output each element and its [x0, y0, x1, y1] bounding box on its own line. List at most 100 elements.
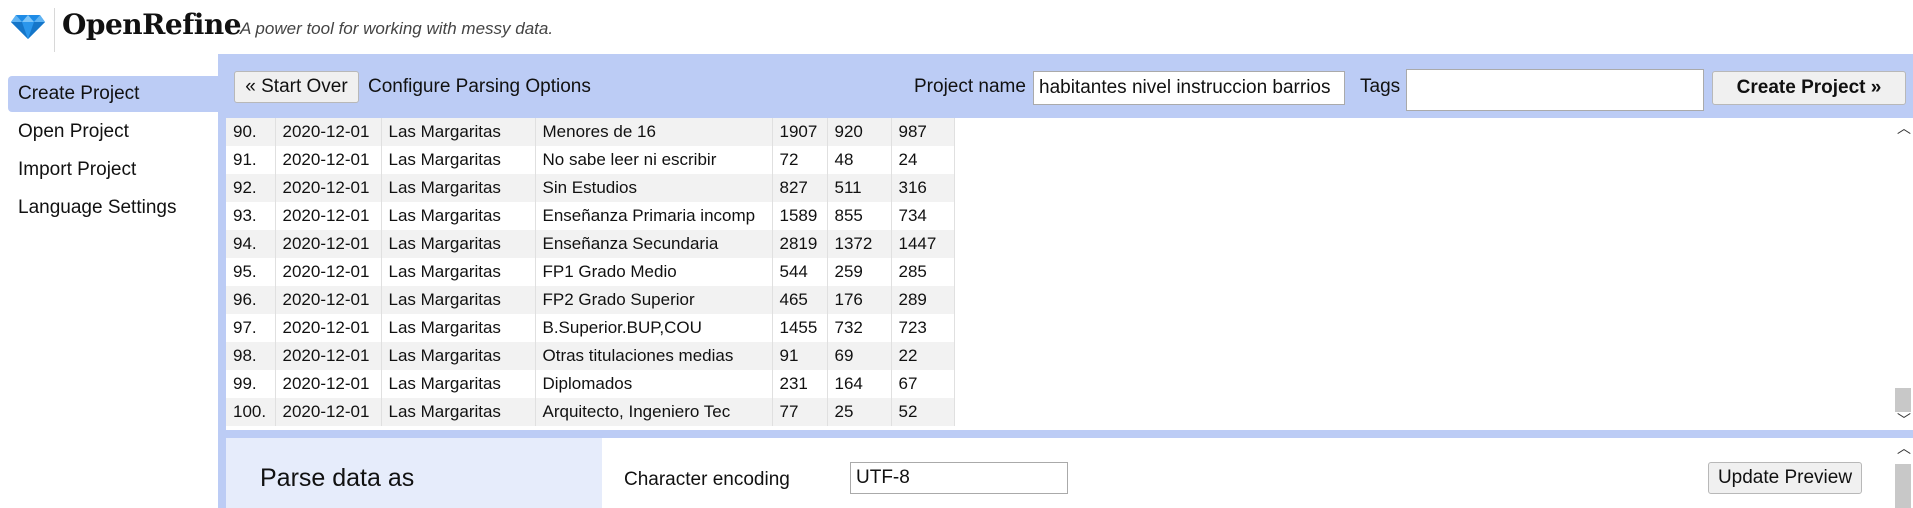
app-tagline: A power tool for working with messy data… — [240, 19, 554, 38]
cell-mujeres: 987 — [891, 118, 955, 146]
cell-barrio: Las Margaritas — [381, 286, 536, 314]
cell-total: 465 — [772, 286, 828, 314]
app-logo[interactable]: OpenRefine — [62, 8, 242, 41]
cell-nivel: Diplomados — [535, 370, 773, 398]
cell-total: 231 — [772, 370, 828, 398]
nav-import-project[interactable]: Import Project — [18, 159, 137, 180]
cell-total: 544 — [772, 258, 828, 286]
cell-date: 2020-12-01 — [275, 118, 382, 146]
cell-hombres: 732 — [827, 314, 892, 342]
options-scrollbar[interactable]: ︿ — [1893, 438, 1913, 508]
cell-barrio: Las Margaritas — [381, 118, 536, 146]
table-row: 92. 2020-12-01 Las Margaritas Sin Estudios 8… — [226, 174, 955, 202]
cell-date: 2020-12-01 — [275, 286, 382, 314]
cell-hombres: 48 — [827, 146, 892, 174]
table-row: 95. 2020-12-01 Las Margaritas FP1 Grado Med… — [226, 258, 955, 286]
cell-barrio: Las Margaritas — [381, 146, 536, 174]
tags-input[interactable] — [1406, 69, 1704, 111]
cell-nivel: Sin Estudios — [535, 174, 773, 202]
cell-total: 2819 — [772, 230, 828, 258]
row-index: 100. — [226, 398, 276, 426]
app-header: OpenRefine A power tool for working with… — [0, 0, 1913, 54]
character-encoding-input[interactable]: UTF-8 — [850, 462, 1068, 494]
cell-barrio: Las Margaritas — [381, 230, 536, 258]
project-name-input[interactable]: habitantes nivel instruccion barrios — [1033, 71, 1345, 105]
cell-date: 2020-12-01 — [275, 258, 382, 286]
row-index: 92. — [226, 174, 276, 202]
cell-nivel: No sabe leer ni escribir — [535, 146, 773, 174]
cell-date: 2020-12-01 — [275, 314, 382, 342]
scroll-down-icon[interactable]: ﹀ — [1897, 412, 1911, 428]
cell-nivel: B.Superior.BUP,COU — [535, 314, 773, 342]
parse-options-panel: Parse data as Character encoding UTF-8 U… — [226, 438, 1913, 508]
cell-mujeres: 734 — [891, 202, 955, 230]
left-nav: Create Project Open Project Import Proje… — [0, 54, 218, 508]
character-encoding-label: Character encoding — [624, 469, 790, 490]
create-project-panel: « Start Over Configure Parsing Options P… — [218, 54, 1913, 508]
scroll-up-icon[interactable]: ︿ — [1897, 440, 1911, 456]
cell-barrio: Las Margaritas — [381, 314, 536, 342]
table-row: 100. 2020-12-01 Las Margaritas Arquitecto, … — [226, 398, 955, 426]
row-index: 90. — [226, 118, 276, 146]
nav-language-settings[interactable]: Language Settings — [18, 197, 177, 218]
cell-mujeres: 1447 — [891, 230, 955, 258]
cell-date: 2020-12-01 — [275, 342, 382, 370]
preview-table: 90. 2020-12-01 Las Margaritas Menores de 16… — [226, 118, 955, 426]
cell-mujeres: 22 — [891, 342, 955, 370]
scroll-thumb[interactable] — [1895, 388, 1911, 412]
cell-barrio: Las Margaritas — [381, 202, 536, 230]
logo-divider — [54, 8, 55, 52]
table-row: 90. 2020-12-01 Las Margaritas Menores de 16… — [226, 118, 955, 146]
table-row: 96. 2020-12-01 Las Margaritas FP2 Grado Sup… — [226, 286, 955, 314]
cell-hombres: 920 — [827, 118, 892, 146]
cell-total: 1455 — [772, 314, 828, 342]
cell-nivel: FP2 Grado Superior — [535, 286, 773, 314]
row-index: 95. — [226, 258, 276, 286]
cell-nivel: Enseñanza Secundaria — [535, 230, 773, 258]
cell-nivel: Arquitecto, Ingeniero Tec — [535, 398, 773, 426]
cell-mujeres: 67 — [891, 370, 955, 398]
cell-total: 1589 — [772, 202, 828, 230]
table-row: 97. 2020-12-01 Las Margaritas B.Superior.BU… — [226, 314, 955, 342]
nav-create-project[interactable]: Create Project — [8, 76, 218, 112]
cell-total: 77 — [772, 398, 828, 426]
table-scrollbar[interactable]: ︿ ﹀ — [1893, 118, 1913, 430]
cell-hombres: 164 — [827, 370, 892, 398]
cell-date: 2020-12-01 — [275, 202, 382, 230]
cell-mujeres: 289 — [891, 286, 955, 314]
start-over-button[interactable]: « Start Over — [234, 71, 359, 103]
cell-date: 2020-12-01 — [275, 370, 382, 398]
cell-nivel: Menores de 16 — [535, 118, 773, 146]
scroll-up-icon[interactable]: ︿ — [1897, 120, 1911, 136]
cell-date: 2020-12-01 — [275, 174, 382, 202]
cell-nivel: FP1 Grado Medio — [535, 258, 773, 286]
table-row: 94. 2020-12-01 Las Margaritas Enseñanza Sec… — [226, 230, 955, 258]
diamond-icon — [11, 15, 45, 39]
cell-hombres: 259 — [827, 258, 892, 286]
cell-total: 91 — [772, 342, 828, 370]
cell-date: 2020-12-01 — [275, 146, 382, 174]
update-preview-button[interactable]: Update Preview — [1708, 462, 1862, 494]
cell-hombres: 511 — [827, 174, 892, 202]
cell-barrio: Las Margaritas — [381, 258, 536, 286]
cell-date: 2020-12-01 — [275, 230, 382, 258]
cell-date: 2020-12-01 — [275, 398, 382, 426]
nav-open-project[interactable]: Open Project — [18, 121, 129, 142]
project-name-label: Project name — [914, 76, 1026, 97]
create-project-button[interactable]: Create Project » — [1712, 71, 1906, 105]
cell-hombres: 176 — [827, 286, 892, 314]
configure-parsing-title: Configure Parsing Options — [368, 76, 591, 97]
cell-mujeres: 285 — [891, 258, 955, 286]
cell-nivel: Enseñanza Primaria incomp — [535, 202, 773, 230]
row-index: 98. — [226, 342, 276, 370]
tags-label: Tags — [1360, 76, 1401, 97]
row-index: 99. — [226, 370, 276, 398]
table-row: 93. 2020-12-01 Las Margaritas Enseñanza Pri… — [226, 202, 955, 230]
cell-mujeres: 723 — [891, 314, 955, 342]
cell-mujeres: 52 — [891, 398, 955, 426]
scroll-thumb[interactable] — [1895, 464, 1911, 508]
cell-mujeres: 316 — [891, 174, 955, 202]
cell-mujeres: 24 — [891, 146, 955, 174]
table-row: 99. 2020-12-01 Las Margaritas Diplomados 231… — [226, 370, 955, 398]
cell-total: 827 — [772, 174, 828, 202]
